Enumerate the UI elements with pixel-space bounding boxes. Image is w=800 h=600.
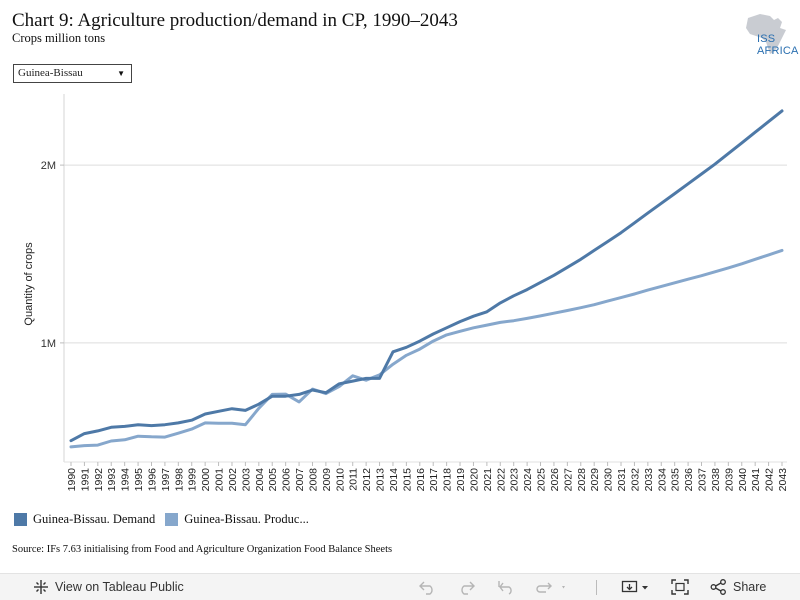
series-line-production[interactable] <box>69 248 784 449</box>
series-line-demand[interactable] <box>69 109 784 443</box>
x-tick-label: 2016 <box>415 468 427 492</box>
x-tick-label: 1990 <box>66 468 78 492</box>
x-tick-label: 1995 <box>133 468 145 492</box>
fullscreen-icon <box>671 579 689 595</box>
logo-text: ISS AFRICA <box>757 33 799 57</box>
redo-button[interactable] <box>456 579 476 595</box>
x-tick-label: 2030 <box>603 468 615 492</box>
x-tick-label: 2032 <box>629 468 641 492</box>
view-on-tableau-label: View on Tableau Public <box>55 580 184 594</box>
x-tick-label: 2004 <box>254 468 266 492</box>
legend-swatch-production <box>165 513 179 526</box>
x-tick-label: 2017 <box>428 468 440 492</box>
x-tick-label: 1993 <box>106 468 118 492</box>
share-label: Share <box>733 580 767 594</box>
x-tick-label: 1996 <box>146 468 158 492</box>
revert-icon <box>498 581 512 595</box>
view-on-tableau-button[interactable]: View on Tableau Public <box>33 579 184 595</box>
legend-swatch-demand <box>14 513 27 526</box>
x-tick-label: 2006 <box>281 468 293 492</box>
x-tick-label: 2029 <box>589 468 601 492</box>
x-tick-label: 2018 <box>442 468 454 492</box>
refresh-icon <box>536 582 565 593</box>
x-tick-label: 2022 <box>495 468 507 492</box>
x-tick-label: 2021 <box>482 468 494 492</box>
x-tick-label: 2041 <box>750 468 762 492</box>
x-tick-label: 2007 <box>294 468 306 492</box>
x-tick-label: 2014 <box>388 468 400 492</box>
share-button[interactable]: Share <box>710 579 766 595</box>
series-layer <box>69 109 784 449</box>
x-tick-label: 2042 <box>764 468 776 492</box>
undo-button[interactable] <box>418 579 438 595</box>
x-tick-label: 2036 <box>683 468 695 492</box>
x-tick-label: 2023 <box>509 468 521 492</box>
x-tick-label: 2019 <box>455 468 467 492</box>
x-tick-label: 2010 <box>334 468 346 492</box>
legend-item-production[interactable]: Guinea-Bissau. Produc... <box>165 512 309 527</box>
x-tick-label: 2040 <box>737 468 749 492</box>
x-tick-label: 2013 <box>375 468 387 492</box>
tableau-toolbar: View on Tableau Public <box>0 573 800 600</box>
download-button[interactable] <box>621 579 653 595</box>
x-tick-label: 2008 <box>307 468 319 492</box>
x-tick-label: 2025 <box>536 468 548 492</box>
x-tick-label: 2015 <box>401 468 413 492</box>
x-tick-label: 2027 <box>562 468 574 492</box>
y-tick-label: 1M <box>41 338 56 350</box>
x-tick-label: 2011 <box>348 468 360 491</box>
x-tick-label: 2000 <box>200 468 212 492</box>
x-tick-label: 2020 <box>468 468 480 492</box>
x-tick-label: 2039 <box>723 468 735 492</box>
x-tick-label: 2005 <box>267 468 279 492</box>
x-tick-label: 2001 <box>214 468 226 492</box>
legend-item-demand[interactable]: Guinea-Bissau. Demand <box>14 512 155 527</box>
chart-subtitle: Crops million tons <box>12 31 106 45</box>
africa-logo-icon <box>746 14 786 54</box>
fullscreen-button[interactable] <box>671 579 689 595</box>
y-axis-title: Quantity of crops <box>23 242 35 326</box>
x-tick-label: 1998 <box>173 468 185 492</box>
grid-layer <box>64 164 787 344</box>
x-tick-label: 2026 <box>549 468 561 492</box>
x-tick-label: 2033 <box>643 468 655 492</box>
revert-button[interactable] <box>496 579 516 595</box>
undo-icon <box>419 581 433 595</box>
x-tick-label: 1992 <box>93 468 105 492</box>
legend-label-demand: Guinea-Bissau. Demand <box>33 512 156 526</box>
x-tick-label: 2002 <box>227 468 239 492</box>
x-tick-label: 2031 <box>616 468 628 492</box>
x-tick-label: 2038 <box>710 468 722 492</box>
tableau-logo-icon <box>34 580 48 594</box>
x-tick-label: 1997 <box>160 468 172 492</box>
source-note: Source: IFs 7.63 initialising from Food … <box>12 544 393 555</box>
share-icon <box>710 579 726 595</box>
refresh-button[interactable] <box>534 579 568 595</box>
toolbar-divider <box>596 580 597 595</box>
country-filter-value: Guinea-Bissau <box>18 67 83 79</box>
country-filter-dropdown[interactable]: Guinea-Bissau ▼ <box>13 64 132 83</box>
y-tick-label: 2M <box>41 160 56 172</box>
x-tick-label: 2035 <box>670 468 682 492</box>
x-tick-label: 2003 <box>240 468 252 492</box>
legend-label-production: Guinea-Bissau. Produc... <box>184 512 309 526</box>
chart-legend: Guinea-Bissau. Demand Guinea-Bissau. Pro… <box>14 512 309 527</box>
x-tick-label: 2012 <box>361 468 373 492</box>
x-tick-label: 1994 <box>120 468 132 492</box>
x-tick-label: 1991 <box>79 468 91 492</box>
download-icon <box>621 580 648 593</box>
x-tick-label: 1999 <box>187 468 199 492</box>
x-tick-label: 2028 <box>576 468 588 492</box>
x-tick-label: 2043 <box>777 468 789 492</box>
x-tick-label: 2037 <box>697 468 709 492</box>
redo-icon <box>461 581 475 595</box>
x-tick-label: 2024 <box>522 468 534 492</box>
chevron-down-icon: ▼ <box>117 69 125 78</box>
x-tick-label: 2009 <box>321 468 333 492</box>
x-tick-label: 2034 <box>656 468 668 492</box>
chart-title: Chart 9: Agriculture production/demand i… <box>12 10 458 31</box>
